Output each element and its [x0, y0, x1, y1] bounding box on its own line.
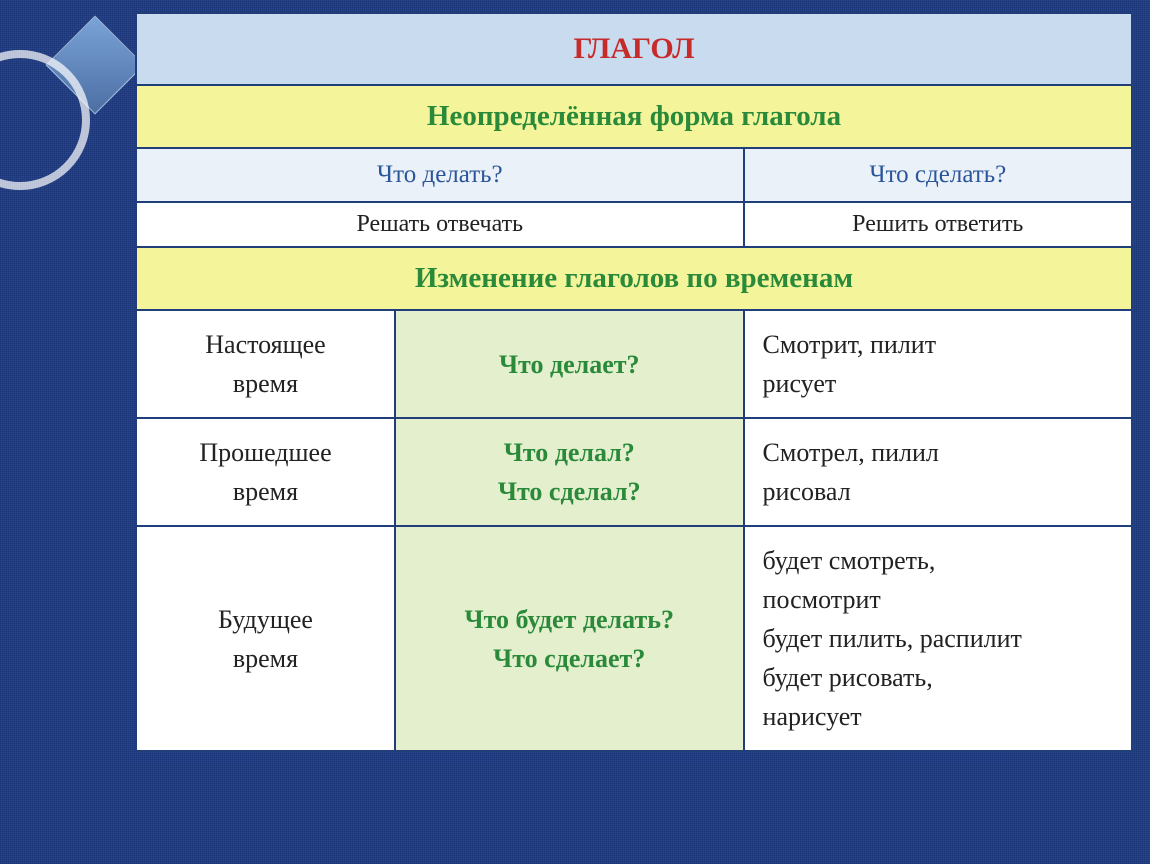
tense-question-past: Что делал? Что сделал?: [395, 418, 744, 526]
tense-question-line: Что сделает?: [493, 644, 645, 673]
infinitive-q-left: Что делать?: [136, 148, 744, 202]
infinitive-ex-right: Решить ответить: [744, 202, 1132, 247]
decorative-corner: [0, 30, 130, 210]
tense-name-future: Будущее время: [136, 526, 395, 751]
tense-examples-future: будет смотреть, посмотрит будет пилить, …: [744, 526, 1132, 751]
infinitive-ex-left: Решать отвечать: [136, 202, 744, 247]
tense-example-line: будет смотреть,: [763, 546, 936, 575]
tense-name-past: Прошедшее время: [136, 418, 395, 526]
tense-question-line: Что будет делать?: [465, 605, 674, 634]
header-main: ГЛАГОЛ: [136, 13, 1132, 85]
tense-name-present: Настоящее время: [136, 310, 395, 418]
tense-example-line: рисует: [763, 369, 837, 398]
tense-example-line: Смотрит, пилит: [763, 330, 937, 359]
tense-name-line: время: [233, 644, 298, 673]
tense-examples-present: Смотрит, пилит рисует: [744, 310, 1132, 418]
tense-question-line: Что делает?: [499, 350, 640, 379]
tense-question-line: Что делал?: [504, 438, 635, 467]
tense-name-line: Прошедшее: [199, 438, 331, 467]
tense-example-line: посмотрит: [763, 585, 881, 614]
section-tenses: Изменение глаголов по временам: [136, 247, 1132, 310]
tense-question-line: Что сделал?: [498, 477, 641, 506]
section-infinitive: Неопределённая форма глагола: [136, 85, 1132, 148]
tense-example-line: Смотрел, пилил: [763, 438, 939, 467]
tense-example-line: будет рисовать,: [763, 663, 933, 692]
tense-example-line: будет пилить, распилит: [763, 624, 1022, 653]
tense-name-line: Настоящее: [205, 330, 325, 359]
tense-example-line: рисовал: [763, 477, 851, 506]
tense-question-present: Что делает?: [395, 310, 744, 418]
tense-examples-past: Смотрел, пилил рисовал: [744, 418, 1132, 526]
tense-question-future: Что будет делать? Что сделает?: [395, 526, 744, 751]
tense-name-line: время: [233, 369, 298, 398]
tense-example-line: нарисует: [763, 702, 862, 731]
tense-name-line: время: [233, 477, 298, 506]
grammar-table: ГЛАГОЛ Неопределённая форма глагола Что …: [135, 12, 1133, 752]
tense-name-line: Будущее: [218, 605, 313, 634]
infinitive-q-right: Что сделать?: [744, 148, 1132, 202]
